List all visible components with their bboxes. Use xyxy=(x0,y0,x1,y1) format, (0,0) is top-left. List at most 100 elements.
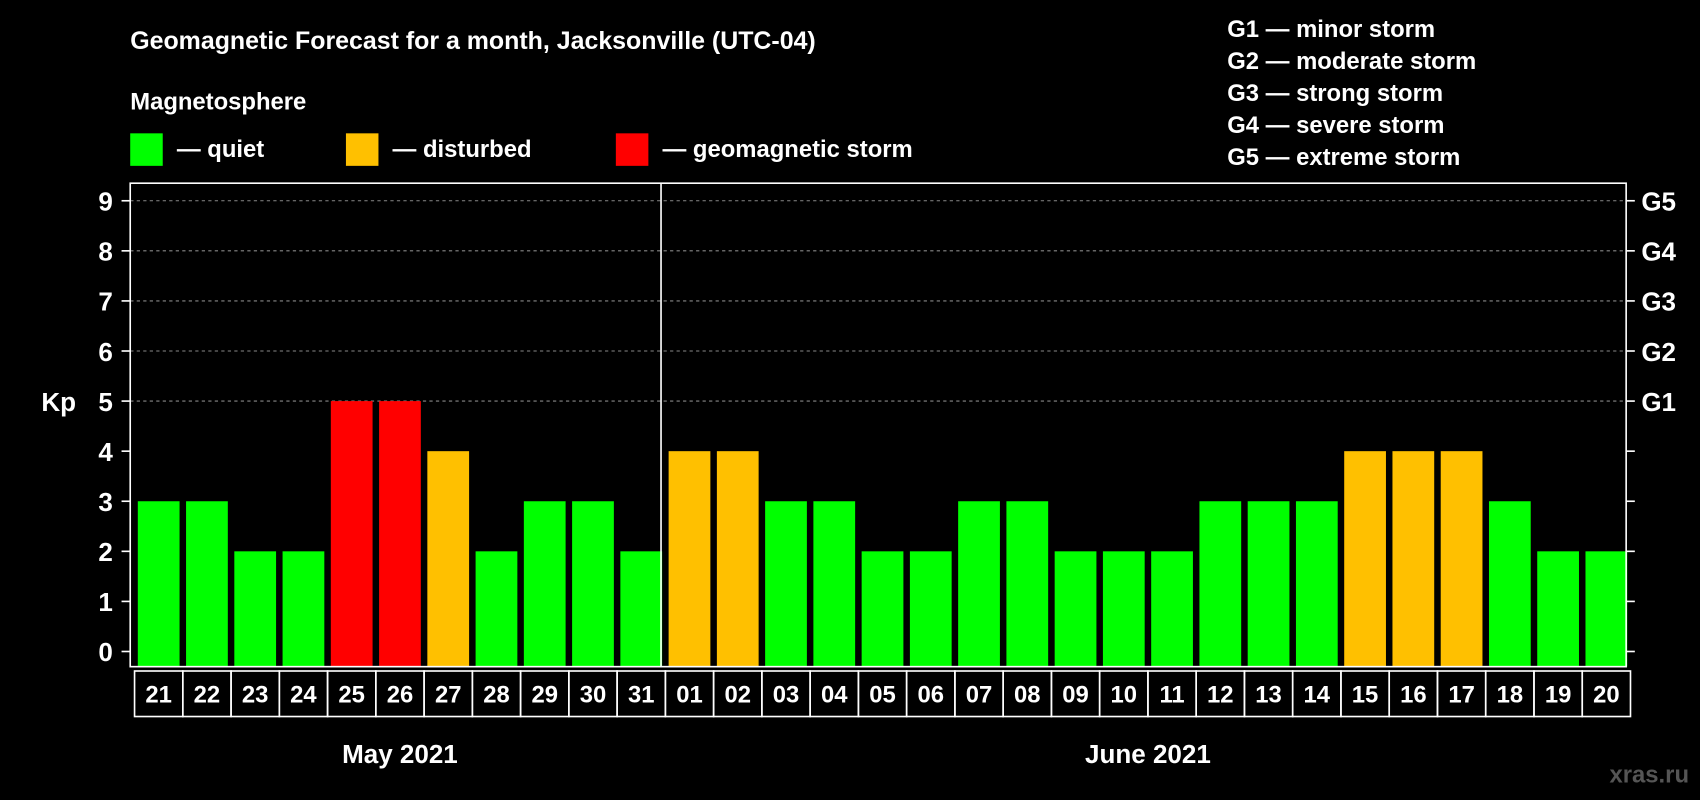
bar-16 xyxy=(1392,451,1435,667)
right-tick-label: G3 xyxy=(1641,287,1676,317)
bar-20 xyxy=(1585,551,1628,667)
day-label: 07 xyxy=(966,681,993,708)
day-label: 28 xyxy=(483,681,510,708)
day-label: 30 xyxy=(580,681,607,708)
chart-title: Geomagnetic Forecast for a month, Jackso… xyxy=(130,27,816,55)
day-label: 12 xyxy=(1207,681,1234,708)
day-label: 15 xyxy=(1352,681,1379,708)
legend-label: — geomagnetic storm xyxy=(662,136,912,163)
bar-31 xyxy=(620,551,663,667)
bar-22 xyxy=(186,501,228,667)
right-tick-label: G4 xyxy=(1641,237,1676,267)
day-label: 27 xyxy=(435,681,462,708)
watermark: xras.ru xyxy=(1610,762,1689,789)
day-label: 18 xyxy=(1497,681,1524,708)
y-tick-label: 9 xyxy=(98,187,112,217)
bar-11 xyxy=(1151,551,1193,667)
bar-28 xyxy=(475,551,518,667)
day-label: 23 xyxy=(242,681,269,708)
storm-scale-item: G2 — moderate storm xyxy=(1227,48,1476,75)
y-tick-label: 8 xyxy=(98,237,112,267)
y-tick-label: 7 xyxy=(98,287,112,317)
day-label: 29 xyxy=(531,681,558,708)
bar-19 xyxy=(1537,551,1579,667)
day-label: 13 xyxy=(1255,681,1282,708)
day-label: 26 xyxy=(387,681,414,708)
storm-scale-item: G4 — severe storm xyxy=(1227,112,1444,139)
legend-swatch xyxy=(130,133,163,166)
bar-10 xyxy=(1102,551,1145,667)
day-label: 10 xyxy=(1111,681,1138,708)
day-label: 14 xyxy=(1304,681,1331,708)
bar-06 xyxy=(909,551,952,667)
bar-04 xyxy=(813,501,856,667)
bar-21 xyxy=(137,501,180,667)
day-label: 05 xyxy=(869,681,896,708)
storm-scale-legend: G1 — minor storm G2 — moderate storm G3 — … xyxy=(1227,16,1476,171)
right-tick-label: G1 xyxy=(1641,387,1676,417)
bar-25 xyxy=(330,401,373,667)
y-tick-label: 5 xyxy=(98,387,112,417)
storm-scale-item: G5 — extreme storm xyxy=(1227,144,1460,171)
bar-05 xyxy=(861,551,904,667)
y-axis-label: Kp xyxy=(41,387,76,417)
day-label: 19 xyxy=(1545,681,1572,708)
legend-swatch xyxy=(345,133,379,166)
bar-14 xyxy=(1295,501,1338,667)
day-label: 08 xyxy=(1014,681,1041,708)
y-tick-label: 6 xyxy=(98,337,112,367)
plot-frame xyxy=(129,182,1627,668)
bar-12 xyxy=(1199,501,1242,667)
day-label: 31 xyxy=(628,681,655,708)
legend-label: — disturbed xyxy=(393,136,532,163)
day-label: 17 xyxy=(1448,681,1475,708)
month-label: June 2021 xyxy=(1085,739,1211,769)
bar-08 xyxy=(1006,501,1049,667)
bar-17 xyxy=(1440,451,1483,667)
month-label: May 2021 xyxy=(342,739,458,769)
y-tick-label: 4 xyxy=(98,437,113,467)
bar-15 xyxy=(1344,451,1386,667)
day-label: 16 xyxy=(1400,681,1427,708)
bar-01 xyxy=(668,451,711,667)
day-label: 09 xyxy=(1062,681,1089,708)
day-label: 06 xyxy=(918,681,945,708)
bar-24 xyxy=(282,551,325,667)
right-tick-label: G2 xyxy=(1641,337,1676,367)
bar-26 xyxy=(379,401,421,667)
day-label: 20 xyxy=(1593,681,1620,708)
day-label: 02 xyxy=(724,681,751,708)
bar-03 xyxy=(765,501,807,667)
day-label: 21 xyxy=(145,681,172,708)
y-tick-label: 1 xyxy=(98,587,112,617)
day-label: 11 xyxy=(1159,681,1184,708)
legend-title: Magnetosphere xyxy=(130,88,306,115)
bar-18 xyxy=(1488,501,1531,667)
bar-13 xyxy=(1247,501,1290,667)
bar-02 xyxy=(716,451,759,667)
day-box xyxy=(1581,670,1632,718)
day-label: 25 xyxy=(338,681,365,708)
y-tick-label: 0 xyxy=(98,637,112,667)
day-label: 04 xyxy=(821,681,848,708)
legend-label: — quiet xyxy=(177,136,264,163)
bar-07 xyxy=(958,501,1000,667)
y-tick-label: 3 xyxy=(98,487,112,517)
bar-29 xyxy=(523,501,566,667)
bar-30 xyxy=(572,501,614,667)
storm-scale-item: G1 — minor storm xyxy=(1227,16,1435,43)
bar-09 xyxy=(1054,551,1097,667)
day-label: 22 xyxy=(194,681,221,708)
bar-27 xyxy=(427,451,470,667)
day-label: 03 xyxy=(773,681,800,708)
legend-swatch xyxy=(615,133,649,166)
bar-23 xyxy=(234,551,277,667)
day-label: 24 xyxy=(290,681,317,708)
right-tick-label: G5 xyxy=(1641,187,1676,217)
legend: — quiet — disturbed — geomagnetic storm xyxy=(130,133,913,166)
storm-scale-item: G3 — strong storm xyxy=(1227,80,1443,107)
day-label: 01 xyxy=(676,681,703,708)
y-tick-label: 2 xyxy=(98,537,112,567)
